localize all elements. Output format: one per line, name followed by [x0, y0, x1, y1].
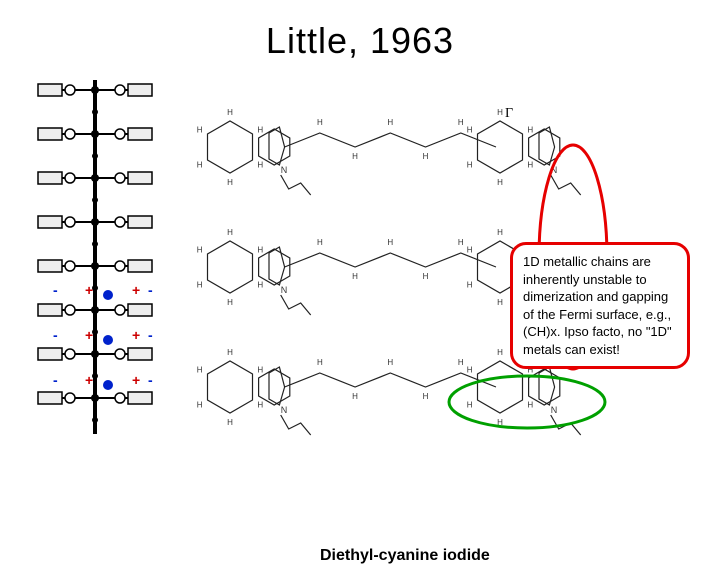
minus-charge: -: [53, 327, 58, 343]
minus-charge: -: [148, 372, 153, 388]
plus-charge: +: [132, 372, 140, 388]
electron-highlight: [103, 380, 113, 390]
minus-charge: -: [53, 372, 58, 388]
svg-text:H: H: [257, 401, 263, 410]
svg-text:Γ: Γ: [505, 106, 513, 121]
svg-text:H: H: [197, 281, 203, 290]
svg-text:H: H: [227, 108, 233, 117]
svg-text:H: H: [227, 228, 233, 237]
content-area: -++--++--++- HHHHHHNHHHHHHNHHHHHHHHHHHNH…: [0, 72, 720, 512]
svg-text:H: H: [227, 418, 233, 427]
svg-text:H: H: [458, 358, 464, 367]
svg-text:H: H: [227, 178, 233, 187]
svg-text:H: H: [257, 366, 263, 375]
svg-text:N: N: [281, 285, 288, 295]
callout-text: 1D metallic chains are inherently unstab…: [523, 254, 672, 357]
svg-text:H: H: [257, 161, 263, 170]
svg-text:H: H: [197, 246, 203, 255]
svg-text:H: H: [257, 281, 263, 290]
svg-text:H: H: [467, 246, 473, 255]
page-title: Little, 1963: [0, 0, 720, 62]
svg-text:H: H: [257, 246, 263, 255]
svg-text:H: H: [423, 152, 429, 161]
svg-text:H: H: [352, 392, 358, 401]
molecule-caption: Diethyl-cyanine iodide: [320, 547, 490, 565]
plus-charge: +: [85, 372, 93, 388]
minus-charge: -: [53, 282, 58, 298]
svg-text:H: H: [352, 152, 358, 161]
plus-charge: +: [132, 327, 140, 343]
chain-diagram: [20, 72, 170, 462]
svg-text:H: H: [467, 161, 473, 170]
plus-charge: +: [85, 282, 93, 298]
svg-text:H: H: [497, 298, 503, 307]
svg-text:N: N: [281, 405, 288, 415]
svg-text:H: H: [467, 366, 473, 375]
svg-text:H: H: [197, 366, 203, 375]
svg-text:H: H: [423, 272, 429, 281]
svg-text:H: H: [467, 281, 473, 290]
svg-text:H: H: [227, 298, 233, 307]
svg-text:H: H: [527, 161, 533, 170]
plus-charge: +: [85, 327, 93, 343]
callout-box: 1D metallic chains are inherently unstab…: [510, 242, 690, 369]
svg-text:H: H: [527, 401, 533, 410]
svg-text:H: H: [423, 392, 429, 401]
svg-text:H: H: [227, 348, 233, 357]
plus-charge: +: [132, 282, 140, 298]
svg-text:H: H: [467, 401, 473, 410]
svg-text:H: H: [497, 228, 503, 237]
svg-text:H: H: [458, 118, 464, 127]
electron-highlight: [103, 335, 113, 345]
svg-text:H: H: [317, 358, 323, 367]
svg-text:H: H: [197, 161, 203, 170]
svg-text:H: H: [387, 358, 393, 367]
svg-text:H: H: [497, 348, 503, 357]
svg-text:H: H: [458, 238, 464, 247]
svg-text:H: H: [387, 238, 393, 247]
svg-text:N: N: [281, 165, 288, 175]
svg-text:N: N: [551, 405, 558, 415]
svg-text:H: H: [317, 118, 323, 127]
svg-text:H: H: [257, 126, 263, 135]
svg-text:H: H: [387, 118, 393, 127]
svg-text:H: H: [197, 401, 203, 410]
svg-text:H: H: [317, 238, 323, 247]
minus-charge: -: [148, 327, 153, 343]
svg-text:H: H: [352, 272, 358, 281]
svg-text:H: H: [527, 126, 533, 135]
electron-highlight: [103, 290, 113, 300]
svg-text:H: H: [467, 126, 473, 135]
svg-text:H: H: [197, 126, 203, 135]
chain-svg: [20, 72, 170, 462]
svg-text:H: H: [497, 108, 503, 117]
svg-text:H: H: [497, 178, 503, 187]
minus-charge: -: [148, 282, 153, 298]
